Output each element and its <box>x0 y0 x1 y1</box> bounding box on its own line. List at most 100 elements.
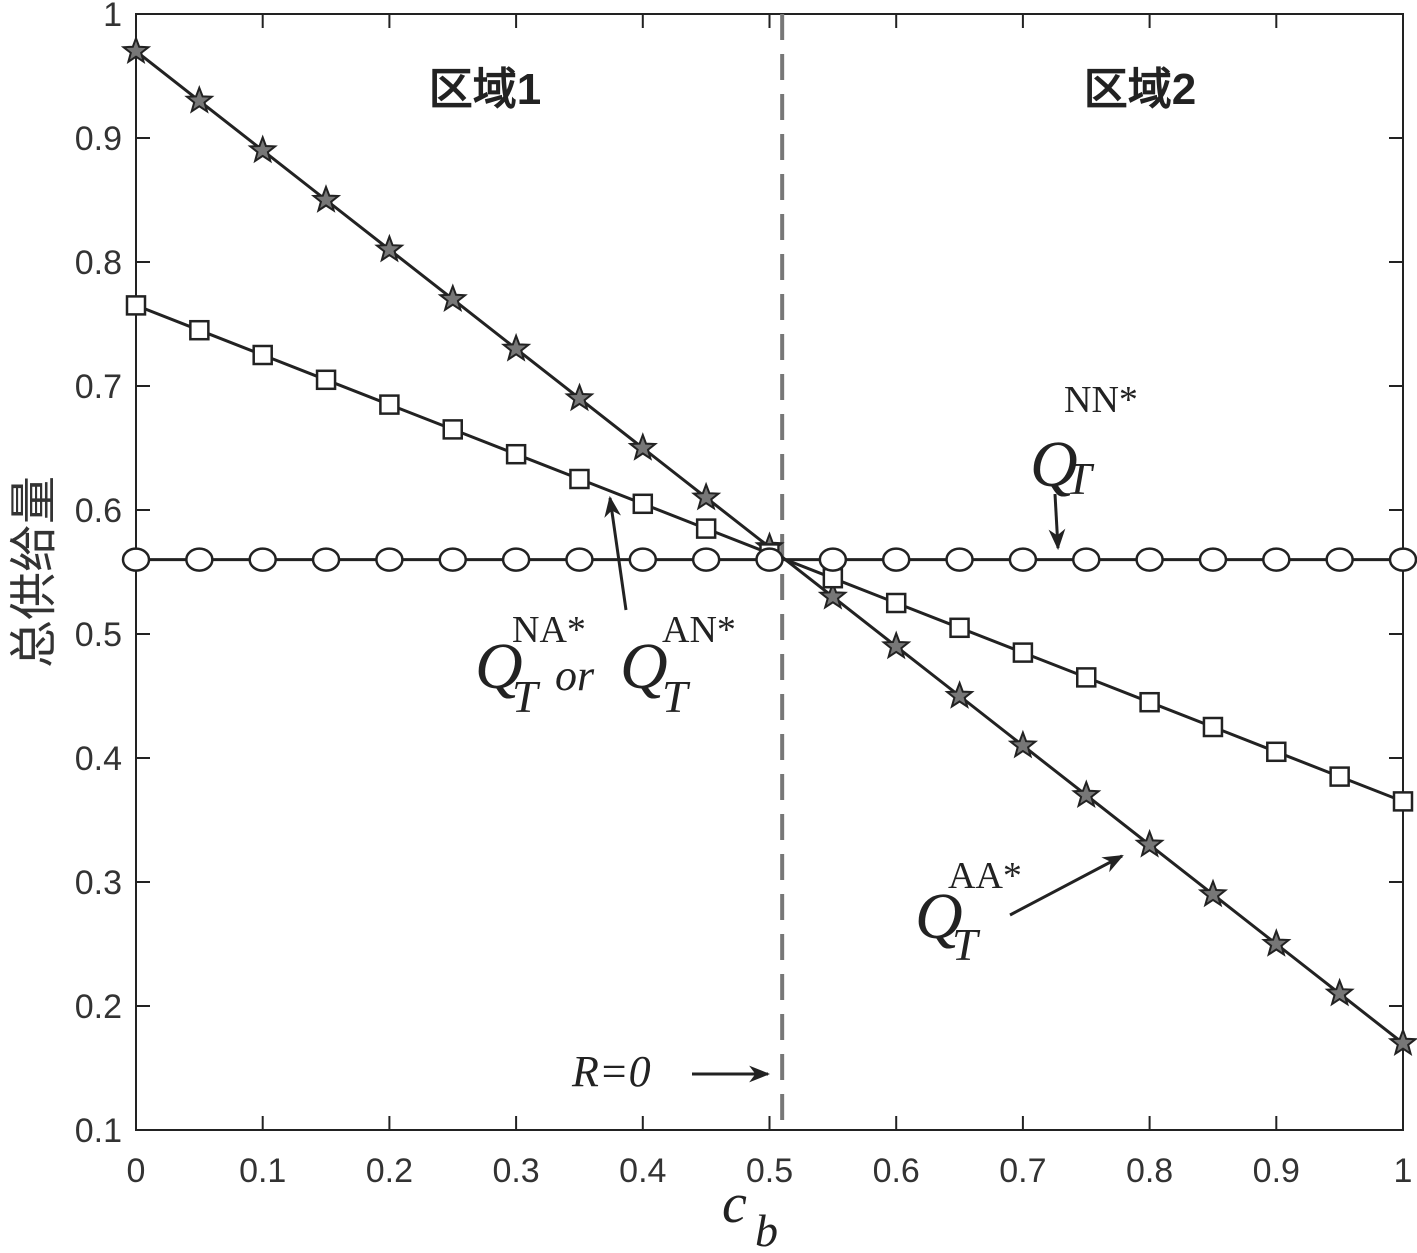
circle-marker <box>691 547 721 572</box>
star-marker <box>627 432 658 461</box>
y-tick-label: 0.4 <box>75 740 122 778</box>
star-marker <box>1134 828 1165 858</box>
x-tick-label: 0.5 <box>746 1152 793 1190</box>
ann-sub: T <box>1066 453 1095 504</box>
ann-sub: T <box>952 919 981 970</box>
square-marker <box>822 567 844 589</box>
star-marker <box>1261 928 1292 957</box>
plot-area: 0.10.20.30.40.50.60.70.80.910 0.1 0.2 0.3 0.… <box>75 0 1417 1190</box>
ann-sup: AN* <box>662 609 736 651</box>
y-tick-label: 0.6 <box>75 492 122 530</box>
x-tick-label: 0.2 <box>366 1152 413 1190</box>
circle-marker <box>1388 547 1417 572</box>
star-marker <box>120 35 152 64</box>
circle-marker <box>501 547 531 572</box>
circle-marker <box>628 547 658 572</box>
circle-marker <box>755 547 784 572</box>
star-marker <box>1324 977 1355 1007</box>
star-marker <box>184 84 215 114</box>
y-tick-label: 0.3 <box>75 864 122 902</box>
region-label: 区域1 <box>429 65 541 114</box>
annotation: Q T AA* <box>915 855 1022 970</box>
square-marker <box>442 419 463 440</box>
arrow <box>1048 493 1066 551</box>
circle-marker <box>311 547 341 572</box>
x-tick-label: 0.4 <box>619 1152 666 1190</box>
x-tick-label: 1 <box>1394 1152 1413 1190</box>
x-tick-label: 0.1 <box>239 1152 286 1190</box>
star-marker <box>1197 878 1229 908</box>
square-marker <box>885 592 907 614</box>
ann-sup: AA* <box>948 855 1022 897</box>
square-marker <box>1266 741 1287 763</box>
square-marker <box>379 394 400 415</box>
square-marker <box>1012 642 1034 663</box>
star-marker <box>817 580 848 610</box>
x-tick-label: 0 <box>127 1152 146 1190</box>
y-tick-label: 0.1 <box>75 1112 122 1150</box>
y-tick-label: 0.7 <box>75 368 122 406</box>
circle-marker <box>1008 547 1038 572</box>
x-label-main: c <box>722 1173 747 1235</box>
circle-marker <box>1262 547 1291 572</box>
x-tick-label: 0.6 <box>873 1152 920 1190</box>
star-marker <box>1387 1027 1417 1056</box>
ann-main: Q <box>475 630 523 703</box>
square-marker <box>695 518 717 539</box>
circle-marker <box>818 547 848 572</box>
y-tick-label: 1 <box>103 0 122 34</box>
x-tick-label: 0.3 <box>492 1152 539 1190</box>
ann-main: Q <box>620 630 668 703</box>
arrow <box>1009 854 1124 917</box>
annotation: R=0 <box>571 1047 651 1096</box>
ann-sub: T <box>512 671 541 722</box>
star-marker <box>500 332 532 362</box>
x-label-sub: b <box>755 1205 778 1253</box>
circle-marker <box>1325 547 1354 572</box>
square-marker <box>1202 716 1224 738</box>
circle-marker <box>185 547 214 572</box>
y-tick-label: 0.2 <box>75 988 122 1026</box>
square-marker <box>1392 791 1414 812</box>
square-marker <box>315 369 337 391</box>
star-marker <box>1071 779 1102 809</box>
circle-marker <box>1072 547 1101 572</box>
square-marker <box>125 295 147 316</box>
star-marker <box>374 233 405 263</box>
star-marker <box>437 283 468 313</box>
ann-main: Q <box>1030 428 1078 501</box>
ann-sub: T <box>662 671 691 722</box>
star-marker <box>310 184 342 213</box>
square-marker <box>949 617 970 639</box>
circle-marker <box>438 547 467 572</box>
square-marker <box>1329 766 1350 787</box>
star-marker <box>881 630 912 660</box>
circle-marker <box>1135 547 1164 572</box>
circle-marker <box>121 547 151 572</box>
circle-marker <box>881 547 911 572</box>
square-marker <box>569 468 590 490</box>
arrow <box>604 495 628 611</box>
plot-frame <box>135 13 1404 1131</box>
x-tick-label: 0.8 <box>1126 1152 1173 1190</box>
square-marker <box>1076 667 1097 688</box>
x-axis-label: c b <box>722 1173 778 1253</box>
x-tick-label: 0.9 <box>1253 1152 1300 1190</box>
y-axis-label: 总供给量 <box>6 476 62 668</box>
square-marker <box>1139 691 1160 713</box>
ann-sup: NA* <box>512 609 586 651</box>
ann-sup: NN* <box>1064 379 1138 421</box>
y-tick-label: 0.9 <box>75 120 122 158</box>
star-marker <box>564 382 595 412</box>
square-marker <box>189 319 210 341</box>
circle-marker <box>248 547 277 572</box>
ann-joiner: or <box>555 651 595 700</box>
circle-marker <box>375 547 404 572</box>
square-marker <box>632 493 654 515</box>
y-tick-label: 0.8 <box>75 244 122 282</box>
ann-main: Q <box>915 880 963 953</box>
star-marker <box>691 481 722 511</box>
annotation: Q T NA* or Q T AN* <box>475 609 736 722</box>
circle-marker <box>1198 547 1228 572</box>
